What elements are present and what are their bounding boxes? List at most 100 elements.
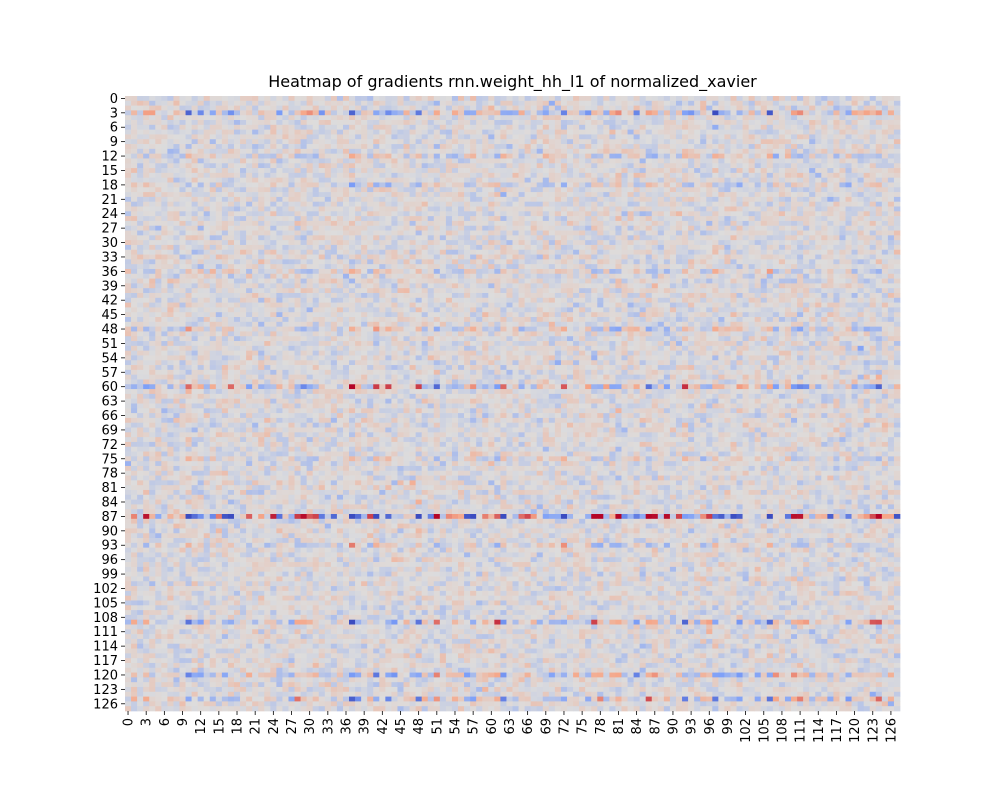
heatmap-cell bbox=[203, 100, 211, 106]
heatmap-cell bbox=[797, 254, 804, 260]
heatmap-cell bbox=[385, 249, 392, 255]
heatmap-cell bbox=[597, 96, 604, 102]
heatmap-cell bbox=[881, 230, 889, 236]
heatmap-cell bbox=[566, 163, 574, 169]
heatmap-cell bbox=[730, 134, 737, 140]
heatmap-cell bbox=[306, 240, 314, 246]
heatmap-cell bbox=[724, 139, 731, 145]
heatmap-cell bbox=[209, 220, 217, 227]
heatmap-cell bbox=[875, 220, 883, 227]
heatmap-cell bbox=[760, 187, 768, 193]
heatmap-cell bbox=[803, 273, 810, 279]
heatmap-cell bbox=[397, 225, 404, 231]
heatmap-cell bbox=[778, 206, 786, 212]
heatmap-cell bbox=[155, 153, 162, 159]
heatmap-cell bbox=[869, 192, 877, 198]
heatmap-cell bbox=[403, 153, 410, 159]
heatmap-cell bbox=[282, 124, 289, 130]
heatmap-cell bbox=[627, 100, 634, 106]
heatmap-cell bbox=[579, 187, 586, 193]
heatmap-cell bbox=[185, 115, 192, 121]
heatmap-cell bbox=[427, 235, 435, 241]
heatmap-cell bbox=[294, 235, 301, 241]
heatmap-cell bbox=[179, 264, 186, 270]
heatmap-cell bbox=[246, 144, 253, 150]
heatmap-cell bbox=[282, 148, 289, 154]
heatmap-cell bbox=[336, 163, 344, 169]
heatmap-cell bbox=[554, 230, 562, 236]
heatmap-cell bbox=[149, 163, 156, 169]
heatmap-cell bbox=[724, 230, 731, 236]
heatmap-cell bbox=[518, 211, 525, 217]
heatmap-cell bbox=[833, 259, 840, 265]
heatmap-cell bbox=[476, 211, 483, 217]
heatmap-cell bbox=[361, 264, 368, 270]
heatmap-cell bbox=[379, 240, 386, 246]
heatmap-cell bbox=[149, 192, 156, 198]
heatmap-cell bbox=[815, 96, 822, 102]
heatmap-cell bbox=[791, 264, 798, 270]
heatmap-cell bbox=[712, 100, 719, 106]
heatmap-cell bbox=[143, 240, 150, 246]
heatmap-cell bbox=[609, 254, 616, 260]
heatmap-cell bbox=[839, 235, 846, 241]
heatmap-cell bbox=[439, 196, 447, 203]
heatmap-cell bbox=[506, 124, 513, 130]
heatmap-cell bbox=[300, 225, 307, 231]
heatmap-cell bbox=[772, 187, 780, 193]
heatmap-cell bbox=[724, 124, 731, 130]
heatmap-cell bbox=[803, 206, 810, 212]
heatmap-cell bbox=[639, 96, 647, 102]
heatmap-cell bbox=[379, 201, 386, 207]
heatmap-cell bbox=[712, 110, 719, 116]
heatmap-cell bbox=[391, 211, 398, 217]
heatmap-cell bbox=[361, 129, 368, 135]
heatmap-cell bbox=[270, 158, 277, 164]
heatmap-cell bbox=[881, 96, 889, 102]
heatmap-cell bbox=[494, 201, 501, 207]
heatmap-cell bbox=[349, 206, 356, 212]
heatmap-cell bbox=[688, 96, 695, 102]
heatmap-cell bbox=[566, 268, 574, 275]
heatmap-cell bbox=[718, 110, 725, 116]
heatmap-cell bbox=[827, 230, 834, 236]
heatmap-cell bbox=[585, 225, 592, 231]
heatmap-cell bbox=[766, 182, 774, 188]
heatmap-cell bbox=[566, 254, 574, 260]
heatmap-cell bbox=[754, 168, 762, 174]
heatmap-cell bbox=[137, 187, 144, 193]
heatmap-cell bbox=[869, 206, 877, 212]
heatmap-cell bbox=[700, 244, 707, 251]
heatmap-cell bbox=[591, 273, 598, 279]
heatmap-cell bbox=[694, 216, 701, 222]
heatmap-cell bbox=[887, 96, 895, 102]
heatmap-cell bbox=[803, 144, 810, 150]
heatmap-cell bbox=[397, 201, 404, 207]
heatmap-cell bbox=[185, 144, 192, 150]
heatmap-cell bbox=[506, 182, 513, 188]
heatmap-cell bbox=[863, 163, 871, 169]
heatmap-cell bbox=[893, 129, 901, 135]
heatmap-cell bbox=[682, 124, 689, 130]
heatmap-cell bbox=[421, 278, 429, 284]
heatmap-cell bbox=[240, 96, 247, 102]
heatmap-cell bbox=[433, 134, 441, 140]
heatmap-cell bbox=[887, 220, 895, 227]
heatmap-cell bbox=[488, 110, 495, 116]
heatmap-cell bbox=[869, 124, 877, 130]
heatmap-cell bbox=[361, 144, 368, 150]
heatmap-cell bbox=[397, 163, 404, 169]
heatmap-cell bbox=[155, 120, 162, 126]
heatmap-cell bbox=[875, 144, 883, 150]
heatmap-cell bbox=[367, 273, 374, 279]
heatmap-cell bbox=[125, 249, 132, 255]
heatmap-cell bbox=[736, 201, 743, 207]
heatmap-cell bbox=[221, 235, 229, 241]
heatmap-cell bbox=[754, 163, 762, 169]
heatmap-cell bbox=[857, 235, 865, 241]
heatmap-cell bbox=[512, 254, 519, 260]
heatmap-cell bbox=[887, 211, 895, 217]
heatmap-cell bbox=[149, 158, 156, 164]
heatmap-cell bbox=[288, 216, 295, 222]
heatmap-cell bbox=[488, 211, 495, 217]
